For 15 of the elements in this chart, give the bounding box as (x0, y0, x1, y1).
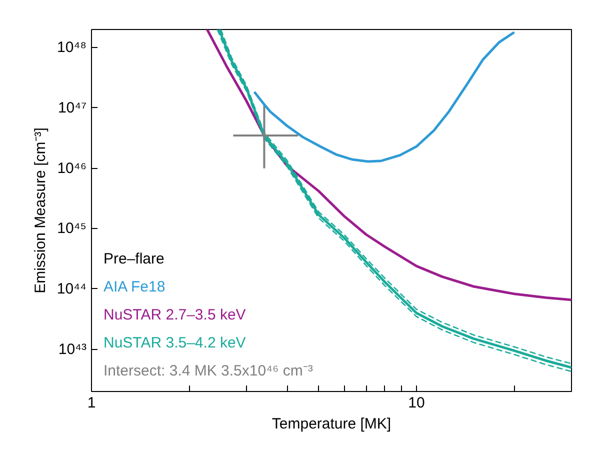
y-tick-label: 10⁴⁴ (56, 280, 87, 298)
text: Intersect: 3.4 MK 3.5x10⁴⁶ cm⁻³ (104, 362, 313, 380)
text: NuSTAR 3.5‒4.2 keV (104, 334, 246, 352)
y-tick-label: 10⁴⁷ (58, 99, 87, 116)
x-tick-label: 1 (87, 394, 96, 412)
y-tick-label: 10⁴³ (58, 340, 87, 358)
y-tick-label: 10⁴⁸ (57, 39, 87, 56)
x-tick-label: 10 (408, 394, 425, 412)
x-axis-title: Temperature [MK] (272, 416, 392, 432)
y-axis-title: Emission Measure [cm⁻³] (32, 128, 49, 294)
y-tick-label: 10⁴⁵ (57, 220, 87, 238)
text: AIA Fe18 (104, 278, 166, 296)
legend-title: Pre‒flare (104, 250, 164, 268)
text: NuSTAR 2.7‒3.5 keV (104, 306, 246, 324)
y-tick-label: 10⁴⁶ (57, 160, 87, 177)
